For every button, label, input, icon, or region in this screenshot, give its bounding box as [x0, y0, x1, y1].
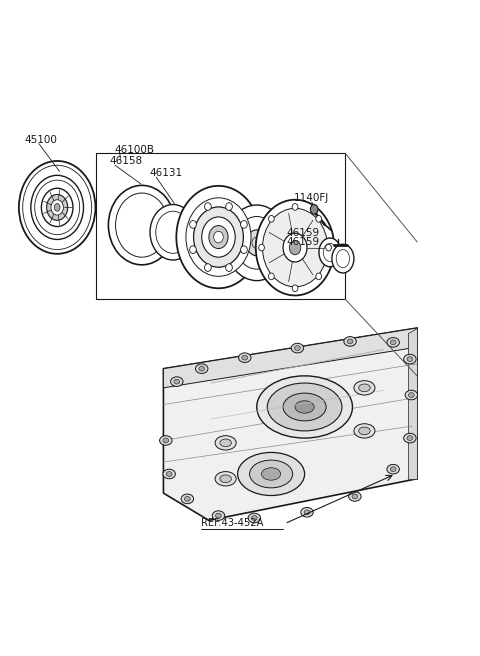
Ellipse shape	[304, 510, 310, 515]
Ellipse shape	[311, 205, 318, 214]
Ellipse shape	[390, 467, 396, 472]
Ellipse shape	[238, 453, 305, 495]
Ellipse shape	[263, 209, 327, 287]
Ellipse shape	[292, 203, 298, 211]
Ellipse shape	[292, 285, 298, 292]
Ellipse shape	[195, 364, 208, 373]
Ellipse shape	[289, 240, 301, 255]
Text: 46158: 46158	[110, 156, 143, 167]
Ellipse shape	[226, 264, 232, 272]
Ellipse shape	[190, 246, 196, 253]
Ellipse shape	[295, 401, 314, 413]
Ellipse shape	[246, 230, 267, 256]
Ellipse shape	[199, 366, 204, 371]
Ellipse shape	[51, 199, 63, 215]
Ellipse shape	[319, 238, 341, 267]
Ellipse shape	[347, 339, 353, 344]
Ellipse shape	[250, 460, 293, 488]
Ellipse shape	[387, 464, 399, 474]
Ellipse shape	[181, 494, 193, 504]
Ellipse shape	[348, 492, 361, 501]
Ellipse shape	[212, 511, 225, 520]
Ellipse shape	[267, 383, 342, 431]
Ellipse shape	[354, 380, 375, 395]
Ellipse shape	[268, 215, 274, 222]
Text: 1140FJ: 1140FJ	[294, 193, 329, 203]
Text: 46131: 46131	[149, 169, 182, 178]
Ellipse shape	[150, 205, 196, 260]
Ellipse shape	[295, 346, 300, 350]
Ellipse shape	[262, 468, 281, 480]
Text: 46159: 46159	[287, 237, 320, 247]
Ellipse shape	[354, 424, 375, 438]
Ellipse shape	[283, 234, 307, 262]
Ellipse shape	[239, 353, 251, 363]
Ellipse shape	[166, 472, 172, 476]
Polygon shape	[163, 328, 417, 388]
Ellipse shape	[193, 207, 243, 267]
Text: 46100B: 46100B	[115, 145, 155, 155]
Polygon shape	[408, 328, 417, 479]
Ellipse shape	[242, 356, 248, 360]
Ellipse shape	[204, 203, 211, 211]
Ellipse shape	[316, 215, 322, 222]
Ellipse shape	[209, 226, 228, 249]
Ellipse shape	[390, 340, 396, 345]
Ellipse shape	[190, 220, 196, 228]
Ellipse shape	[31, 175, 84, 239]
Ellipse shape	[220, 439, 231, 447]
Ellipse shape	[325, 244, 331, 251]
Ellipse shape	[248, 513, 261, 523]
Ellipse shape	[404, 434, 416, 443]
Ellipse shape	[186, 198, 251, 276]
Ellipse shape	[240, 246, 247, 253]
Text: 45100: 45100	[24, 135, 58, 146]
Ellipse shape	[163, 438, 168, 443]
Ellipse shape	[387, 338, 399, 347]
Ellipse shape	[301, 508, 313, 517]
Ellipse shape	[404, 354, 416, 364]
Ellipse shape	[332, 244, 354, 273]
Ellipse shape	[41, 188, 73, 226]
Ellipse shape	[252, 516, 257, 520]
Ellipse shape	[407, 436, 413, 440]
Ellipse shape	[47, 194, 68, 220]
Ellipse shape	[176, 186, 261, 288]
Ellipse shape	[170, 377, 183, 386]
Ellipse shape	[240, 220, 247, 228]
Ellipse shape	[259, 244, 264, 251]
Ellipse shape	[352, 494, 358, 499]
Text: 46159: 46159	[287, 228, 320, 238]
Ellipse shape	[163, 469, 175, 479]
Ellipse shape	[214, 232, 223, 243]
Ellipse shape	[257, 376, 352, 438]
Ellipse shape	[174, 379, 180, 384]
Ellipse shape	[256, 199, 334, 295]
Ellipse shape	[407, 357, 413, 361]
Ellipse shape	[359, 384, 370, 392]
Ellipse shape	[202, 217, 235, 257]
Ellipse shape	[216, 513, 221, 518]
Ellipse shape	[283, 393, 326, 421]
Ellipse shape	[316, 273, 322, 279]
Ellipse shape	[405, 390, 418, 400]
Ellipse shape	[204, 264, 211, 272]
Ellipse shape	[268, 273, 274, 279]
Ellipse shape	[184, 497, 190, 501]
Ellipse shape	[408, 392, 414, 398]
Ellipse shape	[215, 472, 236, 486]
Ellipse shape	[220, 475, 231, 483]
Ellipse shape	[359, 427, 370, 435]
Ellipse shape	[54, 203, 60, 211]
Ellipse shape	[19, 161, 96, 254]
Ellipse shape	[291, 343, 304, 353]
Text: REF.43-452A: REF.43-452A	[201, 518, 263, 528]
Ellipse shape	[159, 436, 172, 445]
Ellipse shape	[108, 186, 175, 265]
Ellipse shape	[226, 205, 288, 281]
Ellipse shape	[215, 436, 236, 450]
Ellipse shape	[344, 337, 356, 346]
Polygon shape	[163, 328, 417, 520]
Ellipse shape	[226, 203, 232, 211]
